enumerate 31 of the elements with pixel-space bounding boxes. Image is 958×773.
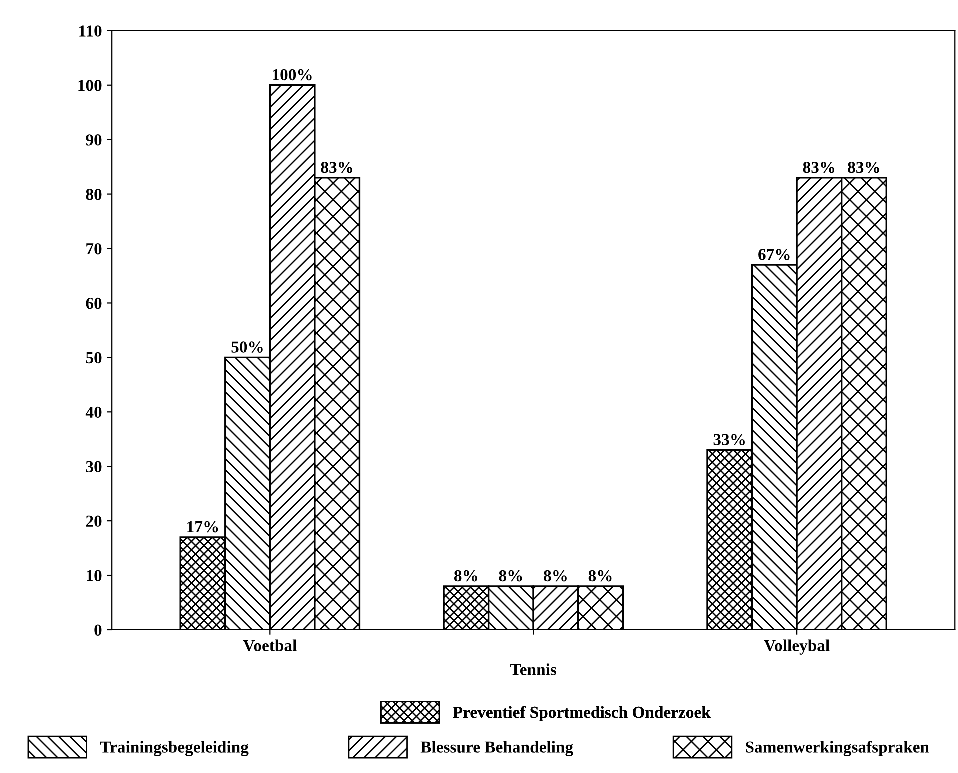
legend-label: Samenwerkingsafspraken [746, 741, 930, 756]
data-label: 50% [232, 342, 263, 353]
y-tick-label: 70 [86, 243, 102, 255]
data-label: 67% [758, 249, 790, 260]
data-label: 83% [803, 162, 835, 174]
legend-label: Trainingsbegeleiding [100, 741, 249, 756]
data-label: 8% [588, 570, 612, 582]
data-label: 33% [714, 434, 745, 446]
data-label: 8% [544, 570, 567, 582]
data-label: 8% [499, 570, 522, 582]
y-tick-label: 0 [94, 624, 102, 636]
y-tick-label: 60 [86, 298, 102, 310]
y-tick-label: 40 [86, 406, 102, 418]
y-tick-label: 100 [78, 80, 102, 92]
data-label: 83% [848, 162, 880, 174]
x-tick-label: Voetbal [243, 640, 297, 652]
y-tick-label: 20 [86, 516, 102, 528]
y-tick-label: 80 [86, 189, 102, 200]
data-label: 8% [454, 570, 478, 582]
data-label: 100% [273, 69, 312, 81]
y-tick-label: 90 [86, 134, 102, 146]
y-tick-label: 110 [80, 26, 102, 37]
legend-label: Preventief Sportmedisch Onderzoek [453, 706, 711, 722]
x-tick-label: Tennis [510, 664, 557, 676]
data-label: 17% [188, 521, 218, 533]
y-tick-label: 10 [87, 570, 102, 582]
data-label: 83% [321, 162, 352, 174]
x-tick-label: Volleybal [764, 640, 830, 655]
y-tick-label: 50 [86, 352, 102, 364]
legend-label: Blessure Behandeling [420, 741, 574, 756]
y-tick-label: 30 [86, 461, 102, 473]
